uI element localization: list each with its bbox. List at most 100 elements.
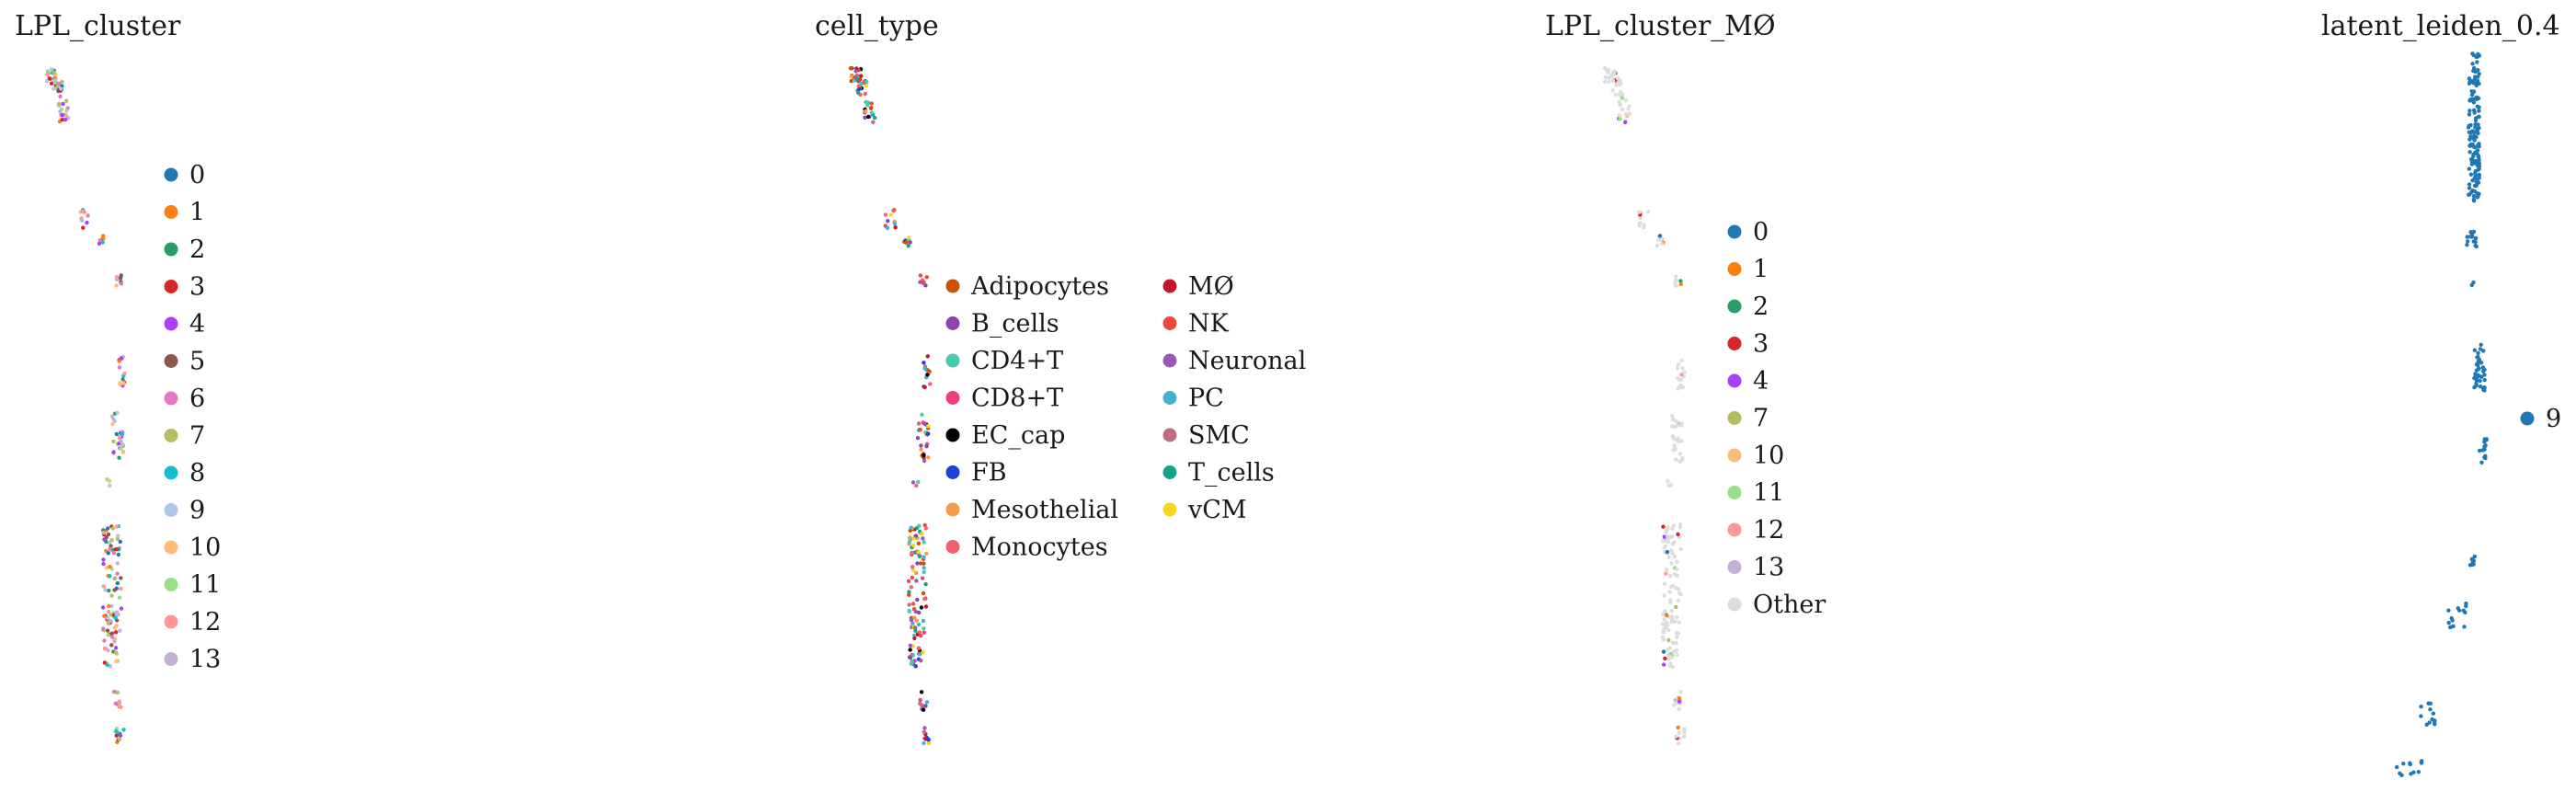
legend-marker (945, 540, 960, 554)
cell-point (2479, 342, 2483, 347)
cell-point (2468, 172, 2474, 177)
cell-point (923, 604, 929, 609)
cell-point (853, 69, 858, 74)
cell-point (2401, 762, 2406, 766)
cell-point (1665, 567, 1669, 572)
cell-point (924, 275, 929, 280)
cell-point (921, 281, 925, 285)
cell-point (1682, 734, 1687, 739)
cell-point (917, 630, 922, 635)
cell-point (118, 539, 122, 545)
cell-point (117, 365, 122, 370)
legend-label: 0 (189, 161, 205, 189)
cell-point (2468, 230, 2473, 235)
cell-point (1672, 703, 1677, 707)
cell-point (1666, 478, 1670, 484)
cell-point (1676, 423, 1680, 428)
cell-point (2477, 448, 2482, 453)
cell-point (105, 526, 110, 531)
cell-point (102, 638, 107, 643)
cell-point (1638, 215, 1643, 221)
cell-point (915, 436, 921, 441)
cell-point (1675, 614, 1679, 620)
cell-point (2433, 722, 2437, 727)
cell-point (926, 740, 932, 746)
cell-point (926, 455, 931, 460)
cell-point (100, 605, 106, 610)
cell-point (1677, 706, 1681, 712)
cell-point (1679, 439, 1684, 443)
cell-point (60, 117, 64, 122)
legend-marker (1162, 353, 1177, 368)
cell-point (107, 603, 111, 609)
cell-point (119, 586, 123, 591)
cell-point (917, 554, 922, 558)
cell-point (854, 73, 860, 78)
legend-label: 2 (189, 235, 205, 264)
cell-point (79, 218, 85, 223)
cell-point (1666, 657, 1671, 661)
cell-point (907, 539, 912, 545)
cell-point (1662, 627, 1666, 632)
legend-marker (1162, 428, 1177, 442)
cell-point (918, 427, 922, 432)
cell-point (61, 101, 65, 107)
cell-point (1645, 210, 1651, 214)
cell-point (2482, 377, 2487, 383)
cell-point (117, 455, 121, 460)
legend-label: 11 (189, 571, 221, 600)
cell-point (2478, 384, 2483, 389)
cell-point (910, 480, 916, 485)
legend-marker (1727, 560, 1742, 574)
legend-item: 1 (1727, 256, 1769, 284)
cell-point (920, 576, 925, 580)
legend-item: 5 (164, 348, 205, 376)
cell-point (917, 610, 922, 615)
cell-point (921, 536, 925, 541)
cell-point (2471, 280, 2476, 285)
cell-point (1662, 593, 1666, 598)
cell-point (1617, 113, 1622, 118)
cell-point (101, 561, 106, 567)
cell-point (2474, 83, 2479, 88)
cell-point (1680, 366, 1685, 371)
legend-marker (164, 614, 178, 629)
cell-point (1607, 79, 1611, 84)
cell-point (49, 67, 54, 72)
cell-point (2483, 455, 2488, 461)
cell-point (869, 110, 875, 115)
cell-point (52, 70, 56, 75)
cell-point (2469, 159, 2474, 164)
cell-point (918, 652, 922, 657)
cell-point (108, 546, 112, 551)
cell-point (922, 740, 926, 746)
cell-point (918, 280, 922, 284)
cell-point (108, 565, 112, 569)
legend-item: FB (945, 459, 1007, 488)
cell-point (119, 606, 124, 611)
cell-point (907, 602, 911, 607)
cell-point (2476, 367, 2481, 372)
cell-point (920, 532, 924, 536)
legend-item: Other (1727, 591, 1826, 619)
cell-point (2474, 244, 2479, 249)
cell-point (1679, 373, 1684, 377)
legend-label: 9 (189, 497, 205, 525)
cell-point (2470, 62, 2475, 66)
cell-point (1682, 730, 1687, 735)
cell-point (2481, 365, 2486, 371)
cell-point (916, 646, 921, 651)
cell-point (2476, 75, 2480, 79)
legend-label: Neuronal (1188, 347, 1306, 375)
cell-point (115, 571, 120, 576)
legend-label: vCM (1187, 496, 1247, 524)
cell-point (871, 120, 876, 124)
legend-marker (1162, 502, 1177, 517)
cell-point (912, 615, 917, 620)
legend-label: 3 (189, 273, 205, 302)
cell-point (1673, 649, 1678, 654)
legend-item: 0 (164, 161, 205, 189)
cell-point (1665, 549, 1670, 555)
cell-point (2471, 193, 2477, 199)
cell-point (2469, 92, 2475, 98)
